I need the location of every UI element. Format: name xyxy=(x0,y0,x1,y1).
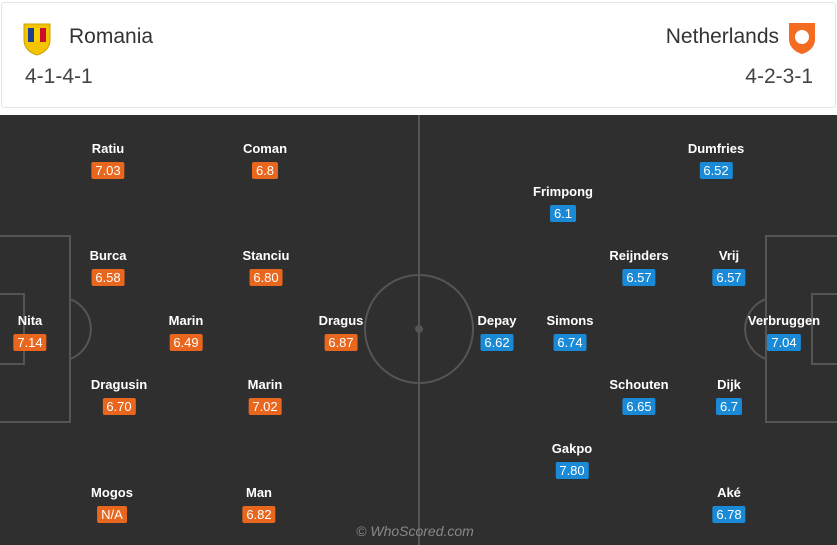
player-rating: 7.03 xyxy=(91,162,125,179)
player[interactable]: Man 6.82 xyxy=(242,485,276,524)
player-name: Simons xyxy=(546,313,594,328)
player-name: Vrij xyxy=(718,248,740,263)
watermark: © WhoScored.com xyxy=(356,523,474,539)
player-rating: 7.02 xyxy=(248,398,282,415)
player[interactable]: Nita 7.14 xyxy=(13,313,47,352)
header: Romania 4-1-4-1 Netherlands 4-2-3-1 xyxy=(1,2,836,108)
player-rating: 6.1 xyxy=(549,205,577,222)
player-rating: 6.57 xyxy=(622,269,656,286)
player-rating: 6.52 xyxy=(699,162,733,179)
home-formation: 4-1-4-1 xyxy=(25,65,93,88)
player[interactable]: Verbruggen 7.04 xyxy=(748,313,820,352)
away-logo xyxy=(789,23,815,54)
player-name: Marin xyxy=(247,377,283,392)
player-rating: 6.82 xyxy=(242,506,276,523)
player-rating: 6.78 xyxy=(712,506,746,523)
player-name: Burca xyxy=(89,248,127,263)
player[interactable]: Ratiu 7.03 xyxy=(91,141,125,180)
pitch xyxy=(0,115,837,545)
player-rating: 6.57 xyxy=(712,269,746,286)
player-name: Frimpong xyxy=(533,184,593,199)
player-rating: 6.70 xyxy=(102,398,136,415)
away-formation: 4-2-3-1 xyxy=(745,65,813,88)
player[interactable]: Dragus 6.87 xyxy=(318,313,364,352)
player-name: Dragus xyxy=(318,313,364,328)
home-logo xyxy=(23,23,51,56)
player-name: Ratiu xyxy=(91,141,125,156)
player-rating: 6.49 xyxy=(169,334,203,351)
player-name: Reijnders xyxy=(609,248,669,263)
player[interactable]: Marin 7.02 xyxy=(247,377,283,416)
player-rating: 7.14 xyxy=(13,334,47,351)
player[interactable]: Reijnders 6.57 xyxy=(609,248,669,287)
player[interactable]: Dragusin 6.70 xyxy=(91,377,147,416)
player-rating: 6.65 xyxy=(622,398,656,415)
player[interactable]: Aké 6.78 xyxy=(712,485,746,524)
player-name: Dijk xyxy=(717,377,741,392)
player[interactable]: Schouten 6.65 xyxy=(609,377,669,416)
pitch-lines xyxy=(0,115,837,545)
player[interactable]: Dumfries 6.52 xyxy=(688,141,744,180)
player-rating: 6.62 xyxy=(480,334,514,351)
player-name: Schouten xyxy=(609,377,669,392)
player-rating: 6.80 xyxy=(249,269,283,286)
away-team: Netherlands xyxy=(665,25,779,48)
player-rating: 6.7 xyxy=(715,398,743,415)
player[interactable]: Depay 6.62 xyxy=(477,313,517,352)
player-rating: 7.04 xyxy=(767,334,801,351)
player-name: Man xyxy=(246,485,272,500)
player[interactable]: Coman 6.8 xyxy=(243,141,287,180)
player-rating: 6.87 xyxy=(324,334,358,351)
player[interactable]: Burca 6.58 xyxy=(89,248,127,287)
player-name: Gakpo xyxy=(551,441,593,456)
player[interactable]: Gakpo 7.80 xyxy=(552,441,592,480)
player[interactable]: Frimpong 6.1 xyxy=(533,184,593,223)
player-name: Dragusin xyxy=(90,377,148,392)
player-name: Mogos xyxy=(91,485,133,500)
home-team: Romania xyxy=(69,25,154,48)
player[interactable]: Mogos N/A xyxy=(91,485,133,524)
player[interactable]: Marin 6.49 xyxy=(168,313,204,352)
player-name: Stanciu xyxy=(242,248,290,263)
player-rating: 6.74 xyxy=(553,334,587,351)
player-name: Marin xyxy=(168,313,204,328)
player-rating: 6.58 xyxy=(91,269,125,286)
player[interactable]: Vrij 6.57 xyxy=(712,248,746,287)
player-rating: 6.8 xyxy=(251,162,279,179)
player-rating: N/A xyxy=(97,506,127,523)
player-name: Nita xyxy=(17,313,43,328)
player-name: Verbruggen xyxy=(747,313,821,328)
player[interactable]: Simons 6.74 xyxy=(546,313,594,352)
player-name: Coman xyxy=(242,141,288,156)
player-rating: 7.80 xyxy=(555,462,589,479)
player[interactable]: Dijk 6.7 xyxy=(715,377,743,416)
player-name: Aké xyxy=(717,485,741,500)
player-name: Depay xyxy=(477,313,517,328)
player-name: Dumfries xyxy=(687,141,745,156)
player[interactable]: Stanciu 6.80 xyxy=(242,248,290,287)
